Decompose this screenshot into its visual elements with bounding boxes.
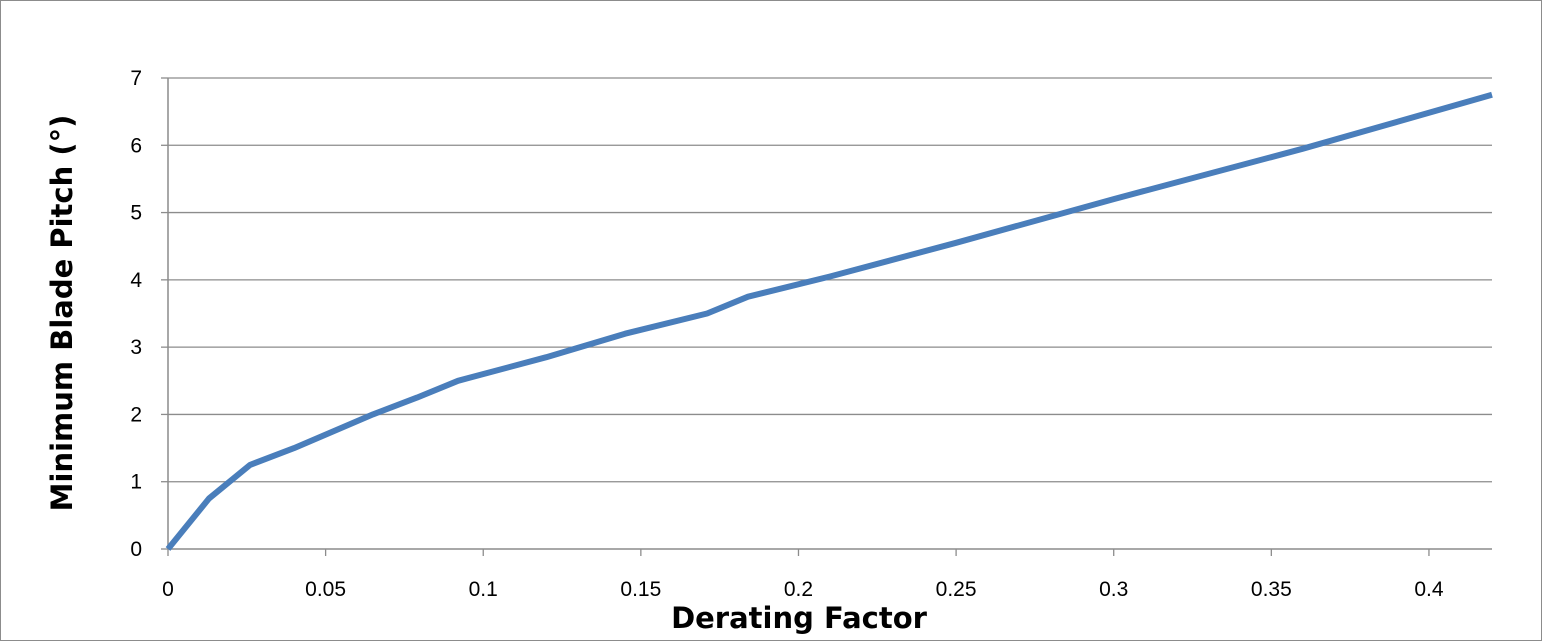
series-line bbox=[165, 91, 1493, 551]
x-tick-label: 0.05 bbox=[305, 578, 346, 601]
x-tick-label: 0.25 bbox=[936, 578, 977, 601]
x-tick-label: 0.1 bbox=[469, 578, 498, 601]
y-tick-label: 4 bbox=[130, 269, 142, 292]
x-axis-title: Derating Factor bbox=[671, 601, 928, 635]
y-tick-label: 6 bbox=[130, 134, 142, 157]
y-tick-label: 2 bbox=[130, 403, 142, 426]
y-tick-labels: 0 1 2 3 4 5 6 7 bbox=[130, 67, 142, 561]
x-tick-label: 0.4 bbox=[1414, 578, 1444, 601]
x-tick-label: 0.15 bbox=[620, 578, 661, 601]
gridlines bbox=[168, 77, 1492, 483]
y-tick-label: 7 bbox=[130, 67, 142, 90]
x-tick-label: 0.35 bbox=[1251, 578, 1292, 601]
x-tick-label: 0.2 bbox=[784, 578, 813, 601]
axes bbox=[161, 77, 1492, 556]
y-tick-label: 3 bbox=[130, 336, 142, 359]
y-axis-title: Minimum Blade Pitch (°) bbox=[45, 115, 79, 512]
x-tick-label: 0.3 bbox=[1099, 578, 1128, 601]
series-group bbox=[165, 91, 1493, 551]
y-tick-label: 1 bbox=[130, 471, 142, 494]
y-tick-label: 5 bbox=[130, 202, 142, 225]
x-tick-labels: 0 0.05 0.1 0.15 0.2 0.25 0.3 0.35 0.4 bbox=[162, 578, 1444, 601]
x-tick-label: 0 bbox=[162, 578, 174, 601]
y-tick-label: 0 bbox=[130, 538, 142, 561]
